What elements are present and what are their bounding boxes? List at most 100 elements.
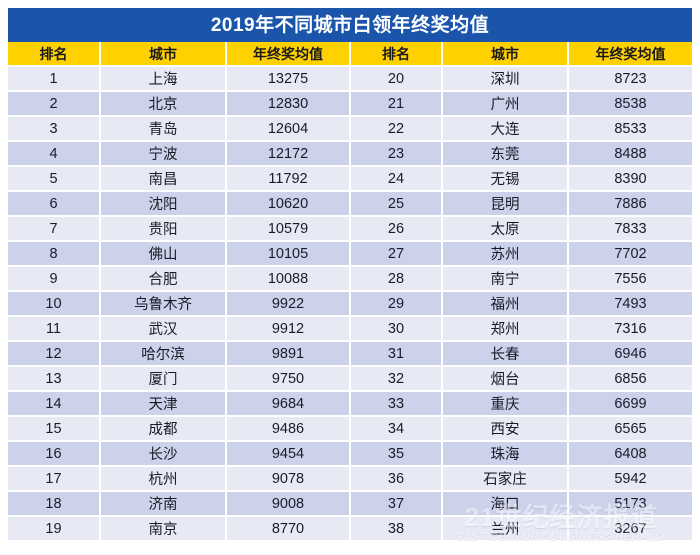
cell-value-right: 8723 [568,66,692,92]
cell-value-left: 11792 [226,166,351,192]
cell-value-left: 9912 [226,316,351,342]
cell-value-right: 6565 [568,416,692,442]
cell-value-right: 5173 [568,491,692,517]
cell-value-left: 12604 [226,116,351,142]
cell-city-right: 昆明 [442,191,569,217]
table-row: 3 青岛 12604 22 大连 8533 [8,116,692,142]
cell-city-right: 苏州 [442,241,569,267]
cell-rank-left: 5 [8,166,101,192]
header-city-left: 城市 [100,42,227,67]
cell-rank-left: 10 [8,291,101,317]
cell-rank-left: 12 [8,341,101,367]
table-row: 18 济南 9008 37 海口 5173 [8,491,692,517]
header-value-left: 年终奖均值 [226,42,351,67]
cell-value-left: 9008 [226,491,351,517]
cell-rank-left: 19 [8,516,101,542]
cell-city-right: 福州 [442,291,569,317]
cell-city-right: 无锡 [442,166,569,192]
header-row: 排名 城市 年终奖均值 排名 城市 年终奖均值 [8,42,692,67]
cell-rank-left: 4 [8,141,101,167]
cell-value-right: 8390 [568,166,692,192]
cell-rank-left: 11 [8,316,101,342]
table-row: 15 成都 9486 34 西安 6565 [8,416,692,442]
cell-rank-right: 22 [350,116,443,142]
table-row: 11 武汉 9912 30 郑州 7316 [8,316,692,342]
cell-value-left: 9750 [226,366,351,392]
cell-value-left: 9922 [226,291,351,317]
title-bar: 2019年不同城市白领年终奖均值 [8,8,692,42]
cell-value-right: 3267 [568,516,692,542]
cell-rank-right: 37 [350,491,443,517]
cell-value-left: 10088 [226,266,351,292]
cell-rank-left: 8 [8,241,101,267]
table-row: 12 哈尔滨 9891 31 长春 6946 [8,341,692,367]
cell-value-left: 10579 [226,216,351,242]
cell-value-left: 8770 [226,516,351,542]
cell-city-left: 哈尔滨 [100,341,227,367]
table-row: 14 天津 9684 33 重庆 6699 [8,391,692,417]
cell-value-left: 10620 [226,191,351,217]
cell-city-left: 天津 [100,391,227,417]
table-row: 6 沈阳 10620 25 昆明 7886 [8,191,692,217]
cell-city-left: 北京 [100,91,227,117]
cell-value-right: 8533 [568,116,692,142]
cell-rank-right: 28 [350,266,443,292]
table-row: 16 长沙 9454 35 珠海 6408 [8,441,692,467]
cell-city-left: 佛山 [100,241,227,267]
table-header: 排名 城市 年终奖均值 排名 城市 年终奖均值 [8,42,692,67]
cell-value-left: 9684 [226,391,351,417]
cell-rank-left: 14 [8,391,101,417]
bonus-table: 排名 城市 年终奖均值 排名 城市 年终奖均值 1 上海 13275 20 深圳 8723… [8,42,692,542]
cell-value-right: 7493 [568,291,692,317]
table-row: 13 厦门 9750 32 烟台 6856 [8,366,692,392]
cell-city-right: 大连 [442,116,569,142]
cell-city-left: 合肥 [100,266,227,292]
cell-city-left: 厦门 [100,366,227,392]
cell-city-right: 太原 [442,216,569,242]
cell-city-right: 长春 [442,341,569,367]
table-row: 4 宁波 12172 23 东莞 8488 [8,141,692,167]
cell-city-left: 成都 [100,416,227,442]
cell-rank-right: 30 [350,316,443,342]
cell-value-left: 9486 [226,416,351,442]
cell-city-right: 珠海 [442,441,569,467]
cell-rank-left: 3 [8,116,101,142]
cell-city-right: 石家庄 [442,466,569,492]
cell-rank-left: 18 [8,491,101,517]
cell-rank-left: 16 [8,441,101,467]
table-row: 2 北京 12830 21 广州 8538 [8,91,692,117]
cell-rank-right: 36 [350,466,443,492]
cell-city-left: 乌鲁木齐 [100,291,227,317]
cell-city-left: 济南 [100,491,227,517]
cell-value-right: 8538 [568,91,692,117]
cell-rank-right: 23 [350,141,443,167]
cell-value-left: 13275 [226,66,351,92]
cell-rank-right: 31 [350,341,443,367]
cell-rank-right: 32 [350,366,443,392]
cell-value-right: 7886 [568,191,692,217]
cell-value-right: 6856 [568,366,692,392]
cell-rank-left: 7 [8,216,101,242]
cell-city-right: 广州 [442,91,569,117]
cell-rank-left: 13 [8,366,101,392]
cell-city-right: 兰州 [442,516,569,542]
cell-city-left: 南昌 [100,166,227,192]
page-title: 2019年不同城市白领年终奖均值 [210,14,490,36]
cell-rank-right: 33 [350,391,443,417]
header-value-right: 年终奖均值 [568,42,692,67]
cell-city-right: 郑州 [442,316,569,342]
cell-rank-left: 9 [8,266,101,292]
cell-city-right: 西安 [442,416,569,442]
cell-city-left: 长沙 [100,441,227,467]
cell-rank-right: 27 [350,241,443,267]
cell-rank-left: 15 [8,416,101,442]
cell-value-right: 6699 [568,391,692,417]
cell-rank-right: 38 [350,516,443,542]
cell-city-right: 海口 [442,491,569,517]
cell-rank-right: 25 [350,191,443,217]
table-row: 7 贵阳 10579 26 太原 7833 [8,216,692,242]
cell-city-left: 武汉 [100,316,227,342]
cell-value-left: 12830 [226,91,351,117]
cell-rank-right: 24 [350,166,443,192]
cell-rank-left: 1 [8,66,101,92]
